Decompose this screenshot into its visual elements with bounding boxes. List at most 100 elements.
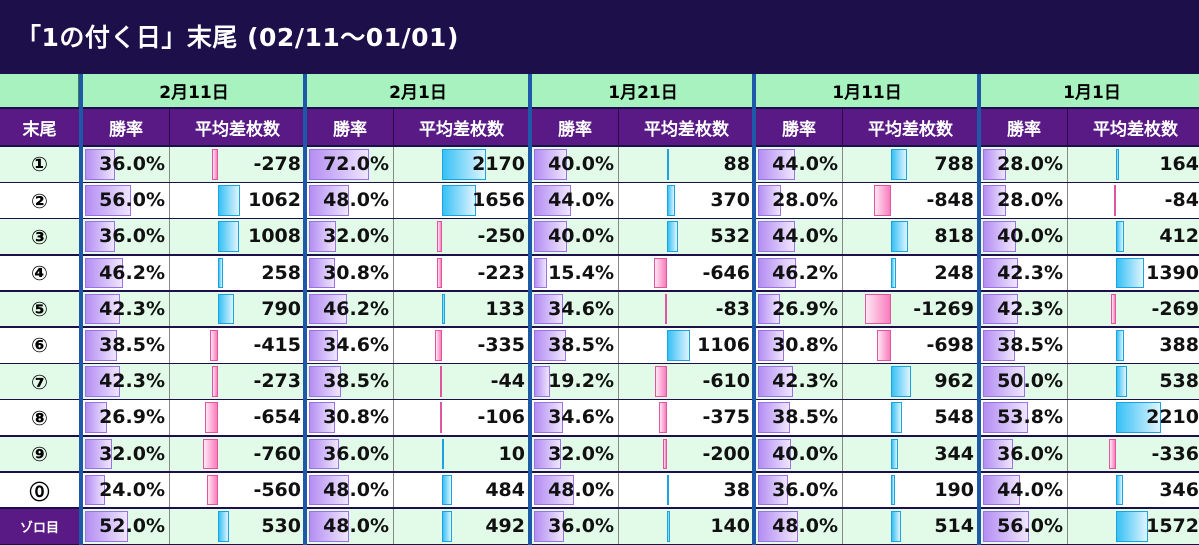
- avg-value: -84: [1164, 189, 1199, 212]
- rate-bar: [758, 438, 791, 470]
- avg-cell: -44: [394, 364, 529, 399]
- row-label: ②: [0, 183, 79, 218]
- avg-value: -106: [477, 406, 525, 429]
- group-separator: [303, 74, 307, 545]
- rate-bar: [309, 149, 369, 180]
- rate-bar: [85, 402, 107, 434]
- rate-bar: [534, 438, 561, 470]
- avg-cell: 548: [843, 400, 978, 436]
- rate-cell: 56.0%: [981, 509, 1068, 544]
- avg-cell: -278: [170, 147, 305, 182]
- avg-cell: 530: [170, 509, 305, 544]
- rate-value: 36.0%: [772, 478, 838, 501]
- avg-cell: -610: [619, 364, 754, 399]
- avg-cell: -375: [619, 400, 754, 436]
- row-label-text: ⑧: [31, 405, 48, 430]
- rate-bar: [309, 330, 338, 361]
- avg-cell: 1572: [1068, 509, 1199, 544]
- rate-value: 32.0%: [548, 442, 614, 465]
- row-label: ①: [0, 147, 79, 182]
- rate-value: 26.9%: [99, 406, 165, 429]
- rate-cell: 38.5%: [532, 328, 619, 363]
- rate-value: 40.0%: [548, 225, 614, 248]
- row-label-text: ①: [31, 152, 48, 177]
- rate-value: 44.0%: [997, 478, 1063, 501]
- group-separator: [752, 74, 756, 545]
- avg-bar-negative: [440, 366, 442, 397]
- rate-cell: 46.2%: [307, 291, 394, 327]
- avg-bar-negative: [203, 438, 218, 470]
- avg-cell: -848: [843, 183, 978, 218]
- rate-cell: 28.0%: [981, 147, 1068, 182]
- avg-value: 818: [934, 225, 974, 248]
- date-header-label: 2月11日: [159, 83, 229, 103]
- rate-value: 26.9%: [772, 297, 838, 320]
- rate-value: 24.0%: [99, 478, 165, 501]
- avg-cell: 388: [1068, 328, 1199, 363]
- row-label-text: ⑤: [31, 297, 48, 322]
- rate-value: 48.0%: [323, 515, 389, 537]
- rate-cell: 38.5%: [83, 328, 170, 363]
- avg-cell: 790: [170, 291, 305, 327]
- avg-value: -1269: [913, 297, 974, 320]
- row-label: ④: [0, 255, 79, 291]
- avg-value: -83: [715, 297, 750, 320]
- rate-bar: [85, 221, 115, 253]
- date-header-label: 1月21日: [608, 83, 678, 103]
- rate-cell: 40.0%: [532, 147, 619, 182]
- avg-value: 140: [710, 515, 750, 537]
- date-header-label: 1月11日: [832, 83, 902, 103]
- col-header-avg: 平均差枚数: [843, 109, 978, 145]
- rate-value: 40.0%: [548, 153, 614, 175]
- col-header-avg-label: 平均差枚数: [644, 119, 729, 140]
- row-label: ⑦: [0, 364, 79, 399]
- row-label: ③: [0, 219, 79, 255]
- col-header-rate: 勝率: [83, 109, 170, 145]
- rate-value: 53.8%: [997, 406, 1063, 429]
- title-bar: 「1の付く日」末尾 (02/11～01/01): [0, 0, 1199, 72]
- rate-value: 40.0%: [772, 442, 838, 465]
- rate-value: 48.0%: [772, 515, 838, 537]
- date-header-label: 1月1日: [1063, 83, 1121, 103]
- avg-value: -646: [702, 261, 750, 284]
- avg-value: 370: [710, 189, 750, 212]
- rate-cell: 44.0%: [756, 147, 843, 182]
- avg-value: 258: [261, 261, 301, 284]
- col-header-rate: 勝率: [307, 109, 394, 145]
- rate-bar: [85, 185, 131, 216]
- rate-cell: 32.0%: [307, 219, 394, 255]
- rate-bar: [309, 221, 336, 253]
- rate-bar: [85, 293, 120, 325]
- rate-bar: [309, 366, 341, 397]
- rate-cell: 34.6%: [532, 291, 619, 327]
- avg-value: 1106: [697, 334, 750, 356]
- rate-bar: [534, 366, 550, 397]
- avg-cell: 484: [394, 472, 529, 508]
- avg-bar-positive: [1116, 474, 1123, 506]
- row-header-label: 末尾: [22, 119, 57, 140]
- avg-value: -250: [477, 225, 525, 248]
- rate-value: 44.0%: [772, 153, 838, 175]
- avg-bar-positive: [442, 438, 444, 470]
- rate-bar: [534, 257, 547, 289]
- rate-value: 38.5%: [99, 334, 165, 356]
- avg-cell: 344: [843, 436, 978, 472]
- avg-value: 88: [723, 153, 750, 175]
- rate-cell: 42.3%: [981, 291, 1068, 327]
- avg-bar-positive: [667, 330, 690, 361]
- rate-bar: [85, 511, 128, 542]
- avg-bar-positive: [442, 185, 476, 216]
- page-title: 「1の付く日」末尾 (02/11～01/01): [16, 23, 459, 52]
- rate-bar: [85, 257, 123, 289]
- rate-bar: [85, 438, 112, 470]
- avg-value: 1390: [1146, 261, 1199, 284]
- avg-bar-negative: [212, 149, 218, 180]
- rate-bar: [758, 511, 798, 542]
- avg-bar-positive: [667, 221, 678, 253]
- row-label: ゾロ目: [0, 509, 79, 544]
- rate-value: 48.0%: [323, 478, 389, 501]
- rate-cell: 44.0%: [756, 219, 843, 255]
- row-label-text: ④: [31, 260, 48, 285]
- rate-cell: 52.0%: [83, 509, 170, 544]
- rate-value: 34.6%: [323, 334, 389, 356]
